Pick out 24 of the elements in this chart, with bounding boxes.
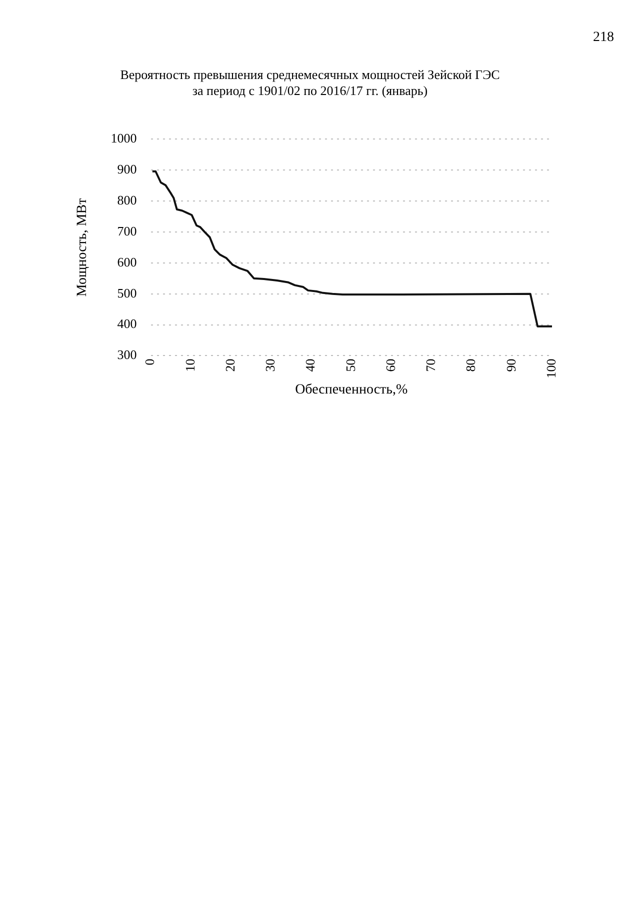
text: Вероятность превышения среднемесячных мощностей Зейской ГЭС [120, 67, 500, 82]
x-tick-label: 50 [342, 358, 358, 372]
x-tick-label: 40 [302, 358, 318, 372]
x-tick-label: 0 [142, 358, 158, 366]
text: 218 [593, 30, 614, 46]
x-axis-title: Обеспеченность,% [295, 382, 408, 398]
y-tick-label: 900 [117, 162, 137, 177]
x-tick-label: 60 [382, 358, 398, 372]
y-tick-label: 1000 [110, 130, 137, 146]
x-tick-label: 100 [543, 358, 558, 378]
x-tick-label: 30 [262, 358, 278, 372]
x-tick-label: 80 [463, 358, 478, 372]
y-tick-label: 700 [117, 223, 137, 238]
y-tick-label: 300 [117, 347, 137, 362]
x-tick-label: 20 [222, 358, 238, 372]
y-tick-label: 400 [117, 316, 137, 332]
y-tick-label: 600 [117, 254, 137, 270]
y-axis-title: Мощность, МВт [75, 198, 90, 297]
x-tick-label: 10 [182, 358, 198, 372]
x-tick-label: 90 [503, 358, 518, 372]
y-tick-label: 800 [117, 192, 137, 208]
x-tick-label: 70 [423, 358, 438, 372]
y-tick-label: 500 [117, 285, 137, 300]
text: за период с 1901/02 по 2016/17 гг. (январь) [192, 82, 428, 98]
